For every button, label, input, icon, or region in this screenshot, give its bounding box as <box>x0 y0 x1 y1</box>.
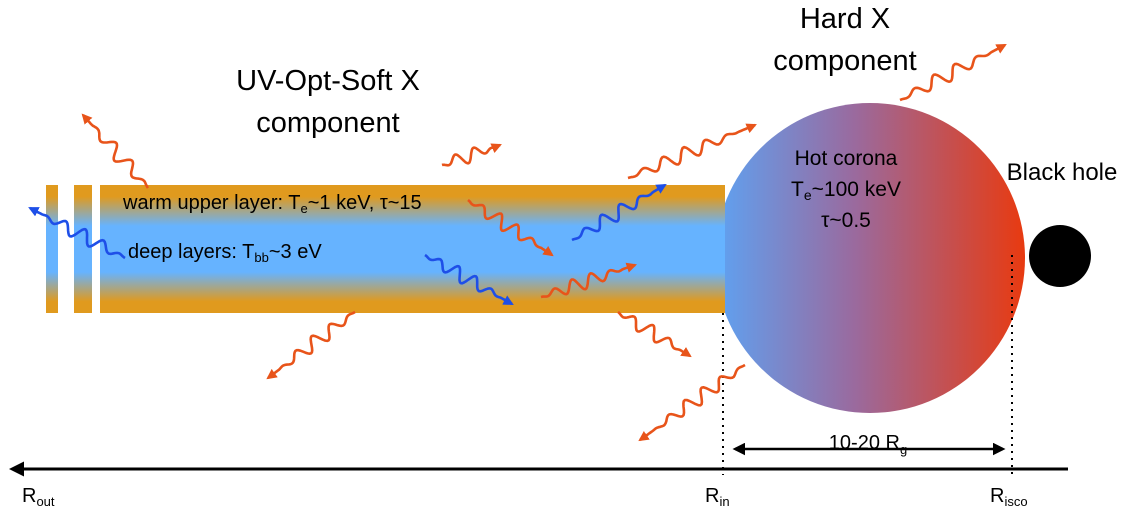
hard-photon-9 <box>266 310 356 380</box>
black-hole <box>1029 225 1091 287</box>
hard-photon-1 <box>81 113 150 189</box>
black-hole-label: Black hole <box>1007 159 1118 186</box>
deep-layer-label: deep layers: Tbb~3 eV <box>128 241 322 265</box>
soft-photon-0 <box>28 206 126 260</box>
hard-heading-line2: component <box>773 45 917 77</box>
hard-photon-6 <box>540 262 637 299</box>
soft-photon-5 <box>571 183 667 242</box>
soft-photon-2 <box>424 253 514 306</box>
uv-heading-line1: UV-Opt-Soft X <box>236 65 420 97</box>
rin-label: Rin <box>705 485 730 509</box>
warm-layer-label: warm upper layer: Te~1 keV, τ~15 <box>122 192 422 216</box>
corona-label-line1: Hot corona <box>795 147 898 170</box>
disk-segment-outer-2 <box>74 185 92 313</box>
accretion-disk <box>100 185 725 313</box>
hard-photon-4 <box>467 198 554 257</box>
hard-photon-11 <box>899 43 1007 102</box>
risco-label: Risco <box>990 485 1028 509</box>
hard-photon-7 <box>627 123 757 180</box>
corona-size-label: 10-20 Rg <box>829 432 907 457</box>
hot-corona-sphere <box>715 103 1025 413</box>
hard-photon-10 <box>638 363 746 442</box>
corona-label-line2: Te~100 keV <box>791 178 901 203</box>
rout-label: Rout <box>22 485 55 509</box>
corona-label-line3: τ~0.5 <box>821 209 871 232</box>
disk-segment-outer-1 <box>46 185 58 313</box>
hard-photon-3 <box>441 143 502 167</box>
photon-group <box>28 43 1007 442</box>
hard-heading-line1: Hard X <box>800 3 890 35</box>
uv-heading-line2: component <box>256 107 400 139</box>
hard-photon-8 <box>617 310 692 358</box>
